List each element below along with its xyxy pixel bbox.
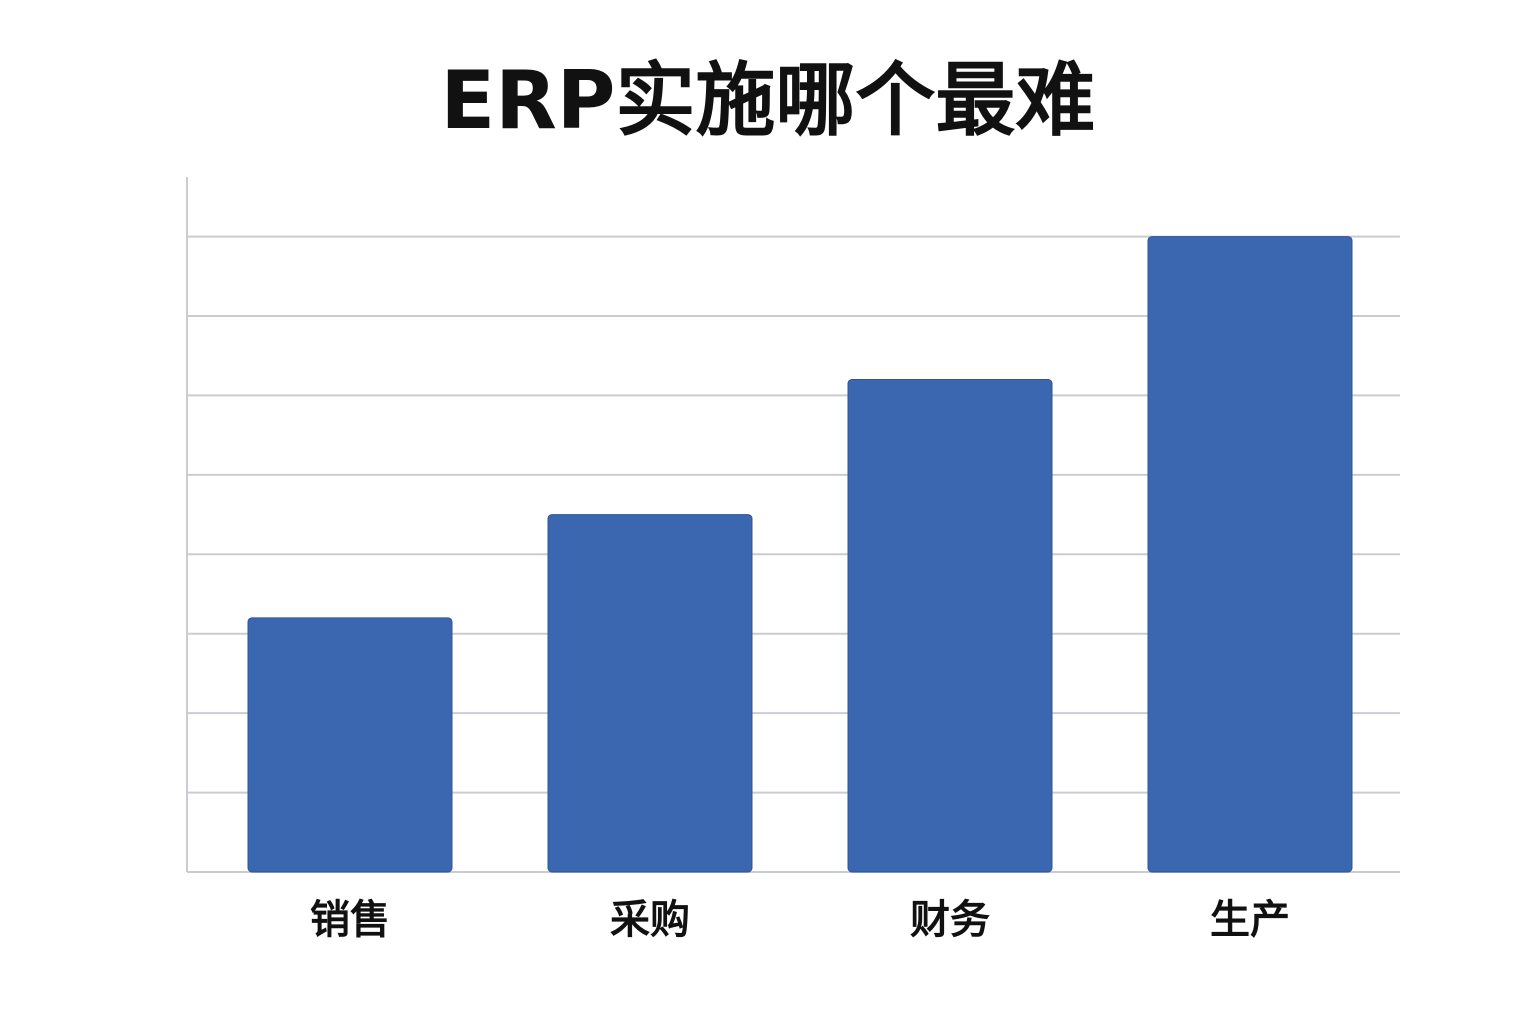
x-tick-label: 生产 xyxy=(1210,897,1290,943)
bar xyxy=(1147,236,1353,873)
bar xyxy=(547,514,753,873)
bar xyxy=(847,379,1053,873)
x-tick-label: 采购 xyxy=(610,897,690,943)
x-tick-label: 销售 xyxy=(310,897,390,943)
bar xyxy=(247,617,453,873)
chart-title: ERP实施哪个最难 xyxy=(441,54,1096,147)
x-tick-label: 财务 xyxy=(910,897,990,943)
